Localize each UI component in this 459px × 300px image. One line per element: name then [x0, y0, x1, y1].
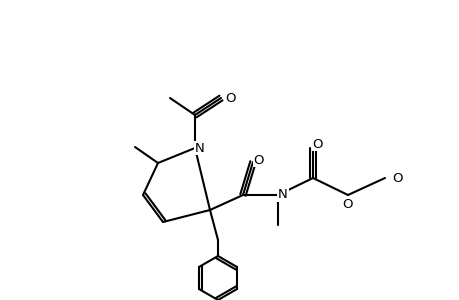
- Text: O: O: [392, 172, 403, 184]
- Text: O: O: [225, 92, 236, 104]
- Text: O: O: [342, 199, 353, 212]
- Text: N: N: [278, 188, 287, 202]
- Text: O: O: [312, 137, 323, 151]
- Text: O: O: [253, 154, 263, 166]
- Text: N: N: [195, 142, 204, 154]
